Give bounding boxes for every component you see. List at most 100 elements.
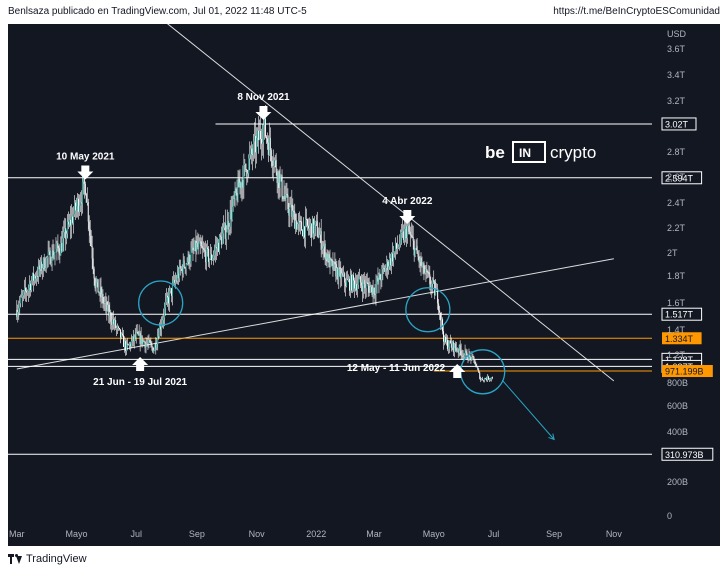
candle-body: [453, 343, 455, 353]
candle-body: [77, 198, 79, 212]
candle-body: [48, 250, 50, 252]
candle-body: [372, 287, 374, 295]
candle-body: [38, 265, 40, 270]
community-link[interactable]: https://t.me/BeInCryptoESComunidad: [553, 6, 720, 17]
publisher-info: Benlsaza publicado en TradingView.com, J…: [8, 6, 307, 17]
chart-area[interactable]: 3.02T2.594T1.517T1.334T1.138T1.037T971.1…: [8, 24, 720, 546]
candle-body: [71, 216, 73, 226]
candle-body: [375, 284, 377, 295]
arrow-up-icon: [449, 364, 466, 378]
candle-body: [380, 279, 382, 281]
price-chart[interactable]: 3.02T2.594T1.517T1.334T1.138T1.037T971.1…: [8, 24, 720, 546]
candle-body: [140, 335, 142, 344]
candle-body: [263, 118, 265, 126]
candle-body: [433, 279, 435, 282]
candle-body: [84, 183, 86, 195]
candle-body: [309, 223, 311, 227]
candle-body: [301, 221, 303, 231]
candle-body: [338, 267, 340, 280]
candle-body: [89, 229, 91, 236]
candle-body: [29, 283, 31, 288]
candle-body: [306, 219, 308, 226]
candle-body: [168, 297, 170, 304]
annotation-label: 4 Abr 2022: [382, 196, 433, 207]
candle-body: [430, 284, 432, 288]
candle-body: [443, 331, 445, 342]
trendline[interactable]: [167, 24, 615, 382]
x-tick-label: Nov: [606, 529, 623, 539]
candle-body: [490, 379, 492, 380]
candle-body: [235, 189, 237, 193]
candle-body: [123, 341, 125, 347]
candle-body: [43, 258, 45, 270]
candle-body: [74, 202, 76, 215]
candle-body: [138, 333, 140, 336]
candle-body: [313, 224, 315, 234]
candle-body: [87, 202, 89, 222]
candle-body: [456, 350, 458, 352]
candle-body: [167, 295, 169, 298]
candle-body: [226, 220, 228, 233]
candle-body: [340, 268, 342, 279]
candle-body: [161, 324, 163, 330]
candle-body: [177, 273, 179, 279]
candle-body: [415, 246, 417, 249]
candle-body: [284, 195, 286, 200]
candle-body: [23, 291, 25, 296]
candle-body: [411, 235, 413, 237]
candle-body: [285, 193, 287, 200]
candle-body: [171, 283, 173, 296]
candle-body: [122, 333, 124, 336]
candle-body: [118, 326, 120, 328]
candle-body: [101, 293, 103, 298]
candle-body: [384, 268, 386, 272]
candle-body: [471, 356, 473, 361]
candle-body: [368, 286, 370, 293]
arrow-down-icon: [77, 165, 94, 180]
candle-body: [190, 251, 192, 262]
candle-body: [274, 159, 276, 161]
candle-body: [186, 262, 188, 265]
candle-body: [320, 231, 322, 250]
price-level-label: 1.334T: [665, 334, 694, 344]
candle-body: [257, 130, 259, 138]
candle-body: [437, 288, 439, 304]
candle-body: [212, 258, 214, 261]
candle-body: [424, 272, 426, 274]
candle-body: [389, 258, 391, 267]
candle-body: [377, 277, 379, 282]
candle-body: [426, 269, 428, 273]
candle-body: [61, 242, 63, 252]
candle-body: [17, 312, 19, 318]
arrow-up-icon: [132, 357, 149, 371]
candle-body: [304, 226, 306, 238]
candle-body: [52, 250, 54, 259]
annotation-label: 10 May 2021: [56, 152, 115, 163]
candle-body: [149, 340, 151, 343]
candle-body: [49, 250, 51, 265]
candle-body: [463, 355, 465, 357]
y-tick-label: 1.4T: [667, 325, 686, 335]
candle-body: [468, 355, 470, 360]
candle-body: [155, 343, 157, 348]
candle-body: [333, 261, 335, 270]
candle-body: [194, 240, 196, 250]
candle-body: [358, 276, 360, 280]
candle-body: [367, 282, 369, 287]
candle-body: [36, 276, 38, 277]
candle-body: [405, 226, 407, 239]
price-level-label: 3.02T: [665, 119, 689, 129]
candle-body: [297, 223, 299, 230]
candle-body: [305, 218, 307, 238]
candle-body: [225, 232, 227, 239]
candle-body: [473, 356, 475, 360]
candle-body: [45, 258, 47, 269]
candle-body: [449, 340, 451, 344]
tradingview-brand[interactable]: TradingView: [8, 552, 87, 566]
candle-body: [213, 255, 215, 259]
candle-body: [97, 279, 99, 293]
candle-body: [27, 291, 29, 293]
candle-body: [117, 326, 119, 328]
candle-body: [230, 210, 232, 220]
candle-body: [137, 332, 139, 336]
